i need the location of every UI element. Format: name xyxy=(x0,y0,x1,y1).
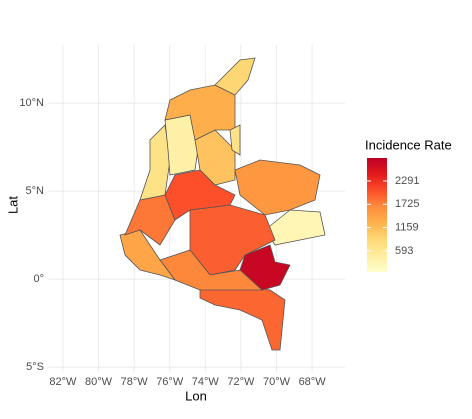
x-tick-label: 70°W xyxy=(263,376,291,388)
x-tick-label: 68°W xyxy=(299,376,327,388)
x-axis-label: Lon xyxy=(185,388,207,403)
legend-title: Incidence Rate xyxy=(365,137,452,152)
region xyxy=(164,84,236,141)
region xyxy=(199,284,286,351)
colorbar-label: 593 xyxy=(395,245,413,257)
region xyxy=(214,57,256,96)
region xyxy=(229,124,241,156)
region xyxy=(159,249,264,291)
region xyxy=(139,124,171,201)
x-tick-label: 76°W xyxy=(156,376,184,388)
colorbar-label: 1159 xyxy=(395,221,419,233)
x-tick-label: 78°W xyxy=(121,376,149,388)
map xyxy=(119,57,326,351)
region xyxy=(164,169,236,221)
y-axis-label: Lat xyxy=(5,196,20,214)
y-tick-label: 5°S xyxy=(26,361,44,373)
x-tick-label: 72°W xyxy=(227,376,255,388)
y-tick-label: 10°N xyxy=(19,97,44,109)
x-tick-label: 80°W xyxy=(85,376,113,388)
colorbar-label: 1725 xyxy=(395,198,419,210)
x-tick-label: 82°W xyxy=(49,376,77,388)
x-tick-label: 74°W xyxy=(192,376,220,388)
region xyxy=(119,229,177,281)
colorbar-label: 2291 xyxy=(395,175,419,187)
legend: 593 1159 1725 2291 xyxy=(367,175,419,257)
colorbar xyxy=(367,158,387,272)
y-tick-label: 0° xyxy=(33,273,44,285)
y-tick-label: 5°N xyxy=(26,185,45,197)
region xyxy=(234,159,321,216)
